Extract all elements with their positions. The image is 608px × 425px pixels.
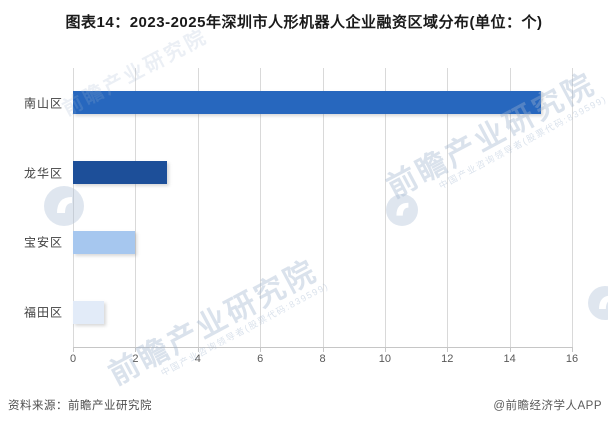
- plot-area: [73, 68, 573, 347]
- x-tick-mark: [384, 348, 386, 352]
- x-tick-mark: [197, 348, 199, 352]
- x-tick-label: 2: [132, 353, 139, 365]
- gridline: [135, 68, 137, 347]
- x-tick-label: 16: [565, 353, 579, 365]
- bar-南山区: [73, 91, 541, 115]
- gridline: [260, 68, 262, 347]
- y-category-label: 福田区: [23, 305, 63, 320]
- x-tick-label: 10: [378, 353, 391, 365]
- gridline: [197, 68, 199, 347]
- gridline: [322, 68, 324, 347]
- y-category-label: 宝安区: [23, 235, 63, 250]
- x-tick-mark: [73, 348, 74, 352]
- bar-福田区: [73, 300, 105, 324]
- bar-宝安区: [73, 230, 136, 254]
- chart-title: 图表14：2023-2025年深圳市人形机器人企业融资区域分布(单位：个): [65, 14, 543, 31]
- x-tick-label: 6: [257, 353, 264, 365]
- y-category-label: 龙华区: [23, 166, 63, 181]
- x-tick-mark: [447, 348, 449, 352]
- x-tick-label: 0: [69, 353, 77, 365]
- gridline: [509, 68, 511, 347]
- x-tick-label: 4: [194, 353, 201, 365]
- x-tick-label: 8: [319, 353, 326, 365]
- x-tick-mark: [135, 348, 137, 352]
- gridline: [73, 68, 74, 347]
- x-tick-mark: [509, 348, 511, 352]
- x-axis-line: [73, 347, 573, 348]
- x-tick-mark: [260, 348, 262, 352]
- source-note: 资料来源：前瞻产业研究院: [8, 400, 152, 412]
- qianzhan-logo-watermark-icon: [588, 286, 608, 320]
- brand-note: @前瞻经济学人APP: [493, 400, 602, 412]
- x-tick-mark: [322, 348, 324, 352]
- bar-龙华区: [73, 161, 167, 185]
- x-tick-mark: [572, 348, 573, 352]
- gridline: [384, 68, 386, 347]
- x-tick-label: 14: [503, 353, 516, 365]
- gridline: [447, 68, 449, 347]
- gridline: [572, 68, 573, 347]
- y-category-label: 南山区: [23, 96, 63, 111]
- x-tick-label: 12: [441, 353, 454, 365]
